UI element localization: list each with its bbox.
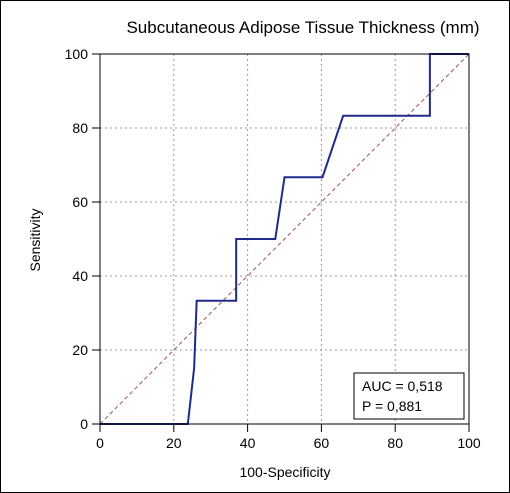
x-axis-label: 100-Specificity	[239, 464, 330, 480]
auc-text: AUC = 0,518	[362, 378, 443, 394]
x-tick-label: 60	[314, 435, 330, 451]
plot-area-border	[99, 53, 470, 425]
y-axis-label: Sensitivity	[27, 208, 43, 271]
auc-annotation-box: AUC = 0,518 P = 0,881	[353, 372, 465, 420]
y-tick-label: 0	[80, 416, 88, 432]
y-tick-label: 20	[72, 342, 88, 358]
y-tick-label: 80	[72, 120, 88, 136]
y-tick-label: 40	[72, 268, 88, 284]
x-tick-label: 100	[457, 435, 481, 451]
x-tick-label: 40	[240, 435, 256, 451]
axis-ticks: 0 20 40 60 80 100 0 20 40 60 80 100	[65, 46, 481, 451]
chart-title: Subcutaneous Adipose Tissue Thickness (m…	[126, 18, 479, 37]
roc-curve-line	[100, 53, 469, 425]
y-tick-label: 100	[65, 46, 89, 62]
reference-diagonal-line	[99, 53, 470, 425]
x-tick-label: 80	[387, 435, 403, 451]
y-tick-label: 60	[72, 194, 88, 210]
x-tick-label: 20	[166, 435, 182, 451]
annotation-frame	[353, 372, 465, 420]
x-tick-label: 0	[96, 435, 104, 451]
p-value-text: P = 0,881	[362, 398, 422, 414]
